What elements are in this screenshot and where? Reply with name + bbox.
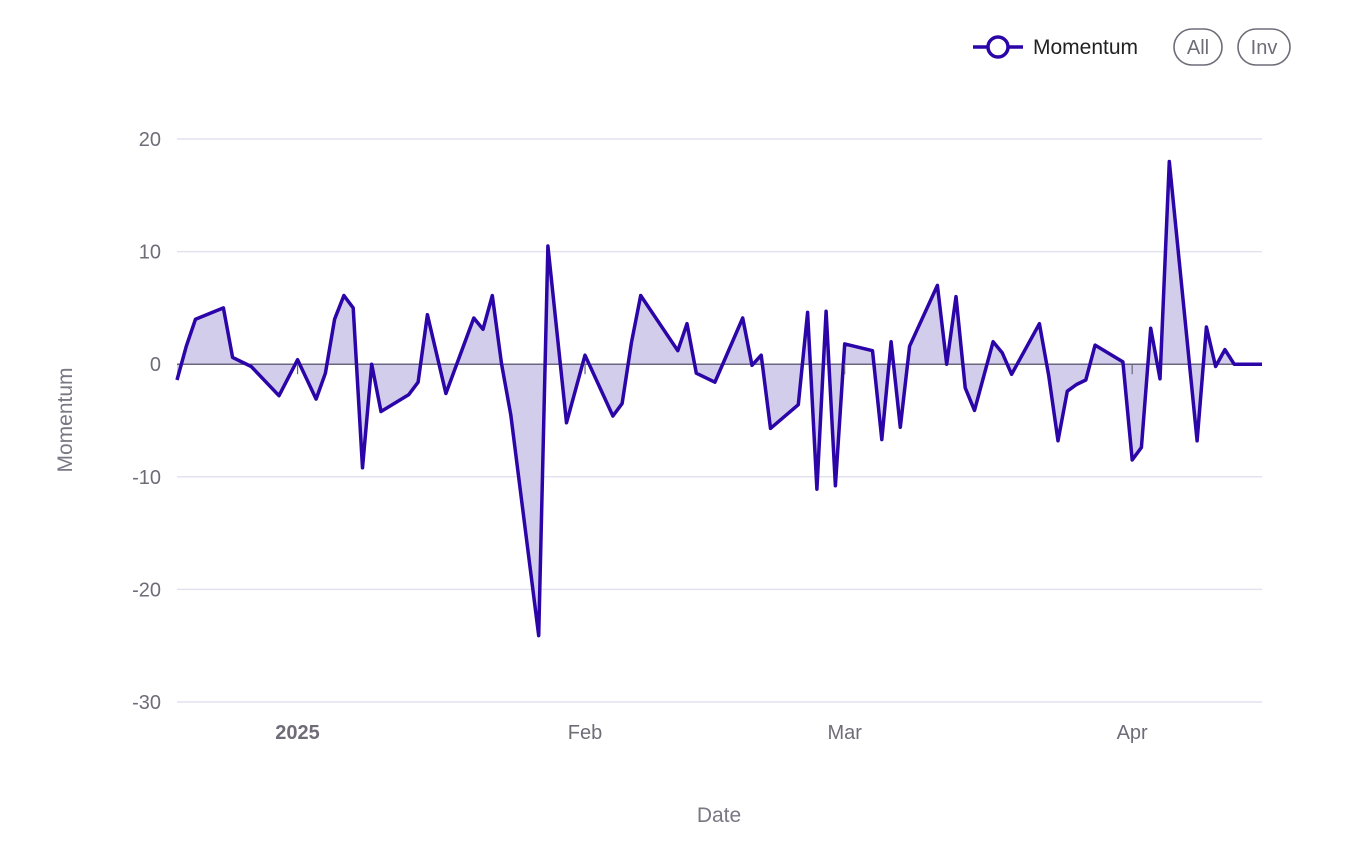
y-tick-label: -10	[132, 467, 161, 489]
x-tick-label: Feb	[568, 722, 602, 744]
x-axis-ticks: 2025 Feb Mar Apr	[275, 364, 1148, 744]
y-axis-ticks: 20 10 0 -10 -20 -30	[132, 129, 161, 714]
y-tick-label: -30	[132, 692, 161, 714]
all-button-label: All	[1187, 37, 1209, 59]
momentum-line	[175, 159, 1262, 638]
all-button[interactable]: All	[1173, 28, 1223, 66]
y-tick-label: 0	[150, 354, 161, 376]
momentum-area	[177, 161, 1262, 636]
y-axis-title: Momentum	[54, 367, 77, 472]
legend-item-momentum[interactable]: Momentum	[973, 35, 1138, 59]
y-tick-label: -20	[132, 579, 161, 601]
legend-marker-icon	[986, 35, 1010, 59]
y-tick-label: 10	[139, 242, 161, 264]
x-tick-label: Apr	[1117, 722, 1148, 744]
x-tick-label: 2025	[275, 722, 320, 744]
x-tick-label: Mar	[827, 722, 862, 744]
y-tick-label: 20	[139, 129, 161, 151]
grid-layer	[177, 138, 1262, 703]
x-axis-title: Date	[697, 804, 741, 827]
legend-label: Momentum	[1033, 36, 1138, 59]
inv-button-label: Inv	[1251, 37, 1278, 59]
inv-button[interactable]: Inv	[1237, 28, 1291, 66]
legend: Momentum All Inv	[973, 28, 1291, 66]
